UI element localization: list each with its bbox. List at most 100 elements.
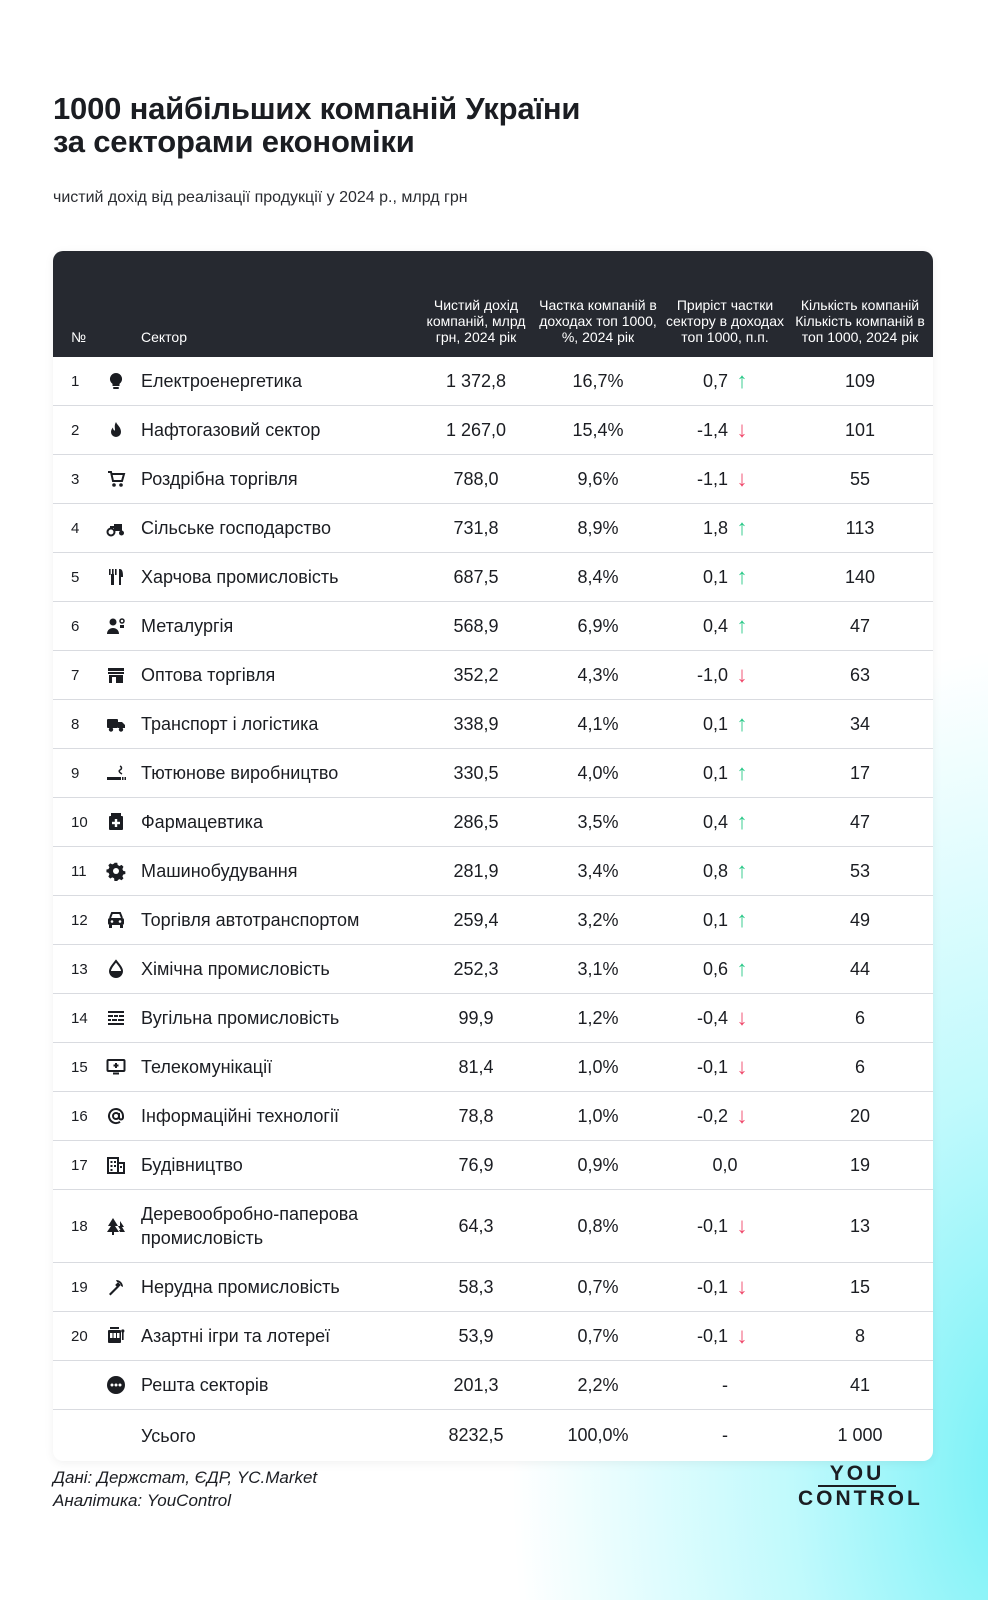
- cell-share: 100,0%: [567, 1425, 629, 1445]
- truck-icon: [107, 719, 125, 732]
- title-line-2: за секторами економіки: [53, 124, 415, 159]
- trend-down-arrow-icon: ↓: [736, 1274, 748, 1299]
- cell-count: 17: [849, 762, 871, 783]
- cell-no: 20: [71, 1327, 88, 1345]
- cell-growth: -0,1 ↓: [665, 1312, 785, 1360]
- table-row: 17 Будівництво 76,9 0,9% 0,0 19: [53, 1141, 933, 1190]
- cell-no: 9: [71, 764, 80, 782]
- cell-icon: [105, 1410, 127, 1461]
- cigarette-icon: [107, 765, 126, 780]
- logo-line-2: CONTROL: [798, 1487, 923, 1510]
- cell-growth: -0,1 ↓: [665, 1263, 785, 1311]
- cell-no: 5: [71, 568, 80, 586]
- cell-growth-value: 0,1: [702, 909, 728, 930]
- pickaxe-icon: [109, 1280, 123, 1296]
- trend-up-arrow-icon: ↑: [736, 564, 748, 589]
- coal-icon: [108, 1011, 124, 1025]
- tractor-icon: [106, 524, 124, 537]
- cell-growth-value: -0,1: [696, 1325, 728, 1346]
- cell-growth-value: 0,4: [702, 615, 728, 636]
- trend-up-arrow-icon: ↑: [736, 956, 748, 981]
- cell-growth-value: -1,4: [696, 419, 728, 440]
- cell-sector: Оптова торгівля: [141, 665, 276, 685]
- cell-icon: [105, 945, 127, 993]
- table-header: № Сектор Чистий дохід компаній, млрд грн…: [53, 251, 933, 357]
- cell-growth: 0,1 ↑: [665, 553, 785, 601]
- cell-growth-value: 1,8: [702, 517, 728, 538]
- at-sign-icon: [108, 1108, 124, 1125]
- cell-share: 1,0%: [577, 1105, 619, 1126]
- cell-growth-value: 0,1: [702, 762, 728, 783]
- cell-revenue: 76,9: [458, 1154, 494, 1175]
- table-row: 2 Нафтогазовий сектор 1 267,0 15,4% -1,4 ↓ 101: [53, 406, 933, 455]
- title-line-1: 1000 найбільших компаній України: [53, 91, 581, 126]
- cell-growth-value: -0,1: [696, 1056, 728, 1077]
- cell-growth: -1,0 ↓: [665, 651, 785, 699]
- table-row: Решта секторів 201,3 2,2% - 41: [53, 1361, 933, 1410]
- trend-up-arrow-icon: ↑: [736, 760, 748, 785]
- trend-down-arrow-icon: ↓: [736, 417, 748, 442]
- cell-share: 16,7%: [572, 370, 624, 391]
- table-row: 9 Тютюнове виробництво 330,5 4,0% 0,1 ↑ 17: [53, 749, 933, 798]
- flame-icon: [111, 422, 121, 437]
- cell-icon: [105, 1312, 127, 1360]
- table-row: 7 Оптова торгівля 352,2 4,3% -1,0 ↓ 63: [53, 651, 933, 700]
- cell-revenue: 81,4: [458, 1056, 494, 1077]
- cell-share: 0,7%: [577, 1325, 619, 1346]
- cell-sector: Телекомунікації: [141, 1057, 273, 1077]
- header-count: Кількість компаній Кількість компаній в …: [795, 297, 925, 345]
- cell-growth: -0,1 ↓: [665, 1043, 785, 1091]
- page-title: 1000 найбільших компаній України за сект…: [53, 92, 580, 158]
- table-row: 3 Роздрібна торгівля 788,0 9,6% -1,1 ↓ 55: [53, 455, 933, 504]
- trend-up-arrow-icon: ↑: [736, 858, 748, 883]
- cell-growth-value: 0,8: [702, 860, 728, 881]
- cell-revenue: 252,3: [453, 958, 499, 979]
- trend-up-arrow-icon: ↑: [736, 809, 748, 834]
- cell-sector: Інформаційні технології: [141, 1106, 339, 1126]
- cell-growth: 0,1 ↑: [665, 700, 785, 748]
- cell-icon: [105, 749, 127, 797]
- cart-icon: [108, 471, 126, 487]
- cell-revenue: 53,9: [458, 1325, 494, 1346]
- header-no: №: [71, 329, 87, 345]
- cell-share: 6,9%: [577, 615, 619, 636]
- cell-icon: [105, 1361, 127, 1409]
- cell-count: 6: [854, 1056, 865, 1077]
- cell-sector: Харчова промисловість: [141, 567, 339, 587]
- cell-icon: [105, 1190, 127, 1262]
- cell-icon: [105, 553, 127, 601]
- cell-count: 15: [849, 1276, 871, 1297]
- table-row: 19 Нерудна промисловість 58,3 0,7% -0,1 ↓ 15: [53, 1263, 933, 1312]
- cell-no: 7: [71, 666, 80, 684]
- forest-icon: [107, 1218, 125, 1235]
- cell-growth-value: 0,1: [702, 713, 728, 734]
- cell-growth: 0,4 ↑: [665, 602, 785, 650]
- table-row: 12 Торгівля автотранспортом 259,4 3,2% 0,1 ↑ 4…: [53, 896, 933, 945]
- cell-share: 0,8%: [577, 1215, 619, 1236]
- cell-icon: [105, 406, 127, 454]
- cell-share: 0,7%: [577, 1276, 619, 1297]
- table-row: 15 Телекомунікації 81,4 1,0% -0,1 ↓ 6: [53, 1043, 933, 1092]
- subtitle: чистий дохід від реалізації продукції у …: [53, 189, 468, 206]
- cell-count: 49: [849, 909, 871, 930]
- cell-growth: 0,0: [665, 1141, 785, 1189]
- analytics-line: Аналітика: YouControl: [53, 1491, 231, 1510]
- cell-growth: 1,8 ↑: [665, 504, 785, 552]
- cell-revenue: 78,8: [458, 1105, 494, 1126]
- cell-growth-value: 0,6: [702, 958, 728, 979]
- pharmacy-icon: [109, 813, 123, 830]
- cell-count: 47: [849, 615, 871, 636]
- cell-count: 1 000: [837, 1425, 883, 1445]
- cell-no: 2: [71, 421, 80, 439]
- cell-revenue: 8232,5: [448, 1425, 504, 1445]
- cell-no: 11: [71, 862, 87, 880]
- table-row: 18 Деревообробно-паперова промисловість 64…: [53, 1190, 933, 1263]
- cell-sector: Нафтогазовий сектор: [141, 420, 321, 440]
- cell-growth: 0,1 ↑: [665, 896, 785, 944]
- source-note: Дані: Держстат, ЄДР, YC.Market Аналітика…: [53, 1466, 317, 1512]
- cell-revenue: 281,9: [453, 860, 499, 881]
- cell-revenue: 58,3: [458, 1276, 494, 1297]
- cell-icon: [105, 602, 127, 650]
- lightbulb-icon: [109, 372, 123, 389]
- cell-growth: -: [665, 1361, 785, 1409]
